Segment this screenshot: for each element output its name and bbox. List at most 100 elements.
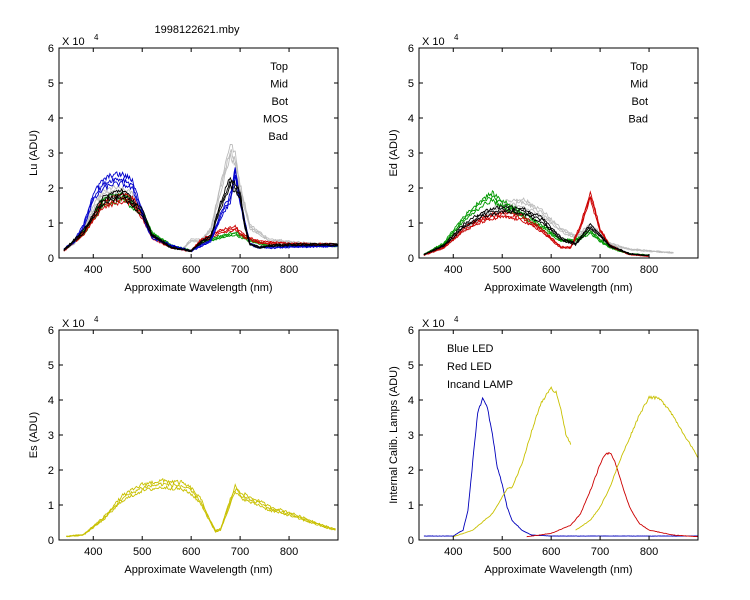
y-tick-label: 3 bbox=[408, 148, 414, 160]
x-tick-label: 800 bbox=[640, 264, 658, 276]
series-group bbox=[66, 477, 336, 538]
y-tick-label: 2 bbox=[48, 183, 54, 195]
y-tick-label: 0 bbox=[48, 253, 54, 265]
axis-multiplier: X 10 bbox=[422, 318, 445, 330]
x-axis-label: Approximate Wavelength (nm) bbox=[124, 564, 272, 576]
y-tick-label: 4 bbox=[408, 113, 414, 125]
y-tick-label: 5 bbox=[48, 360, 54, 372]
y-tick-label: 3 bbox=[48, 148, 54, 160]
legend-entry-blue-led: Blue LED bbox=[447, 343, 494, 355]
axis-multiplier: X 10 bbox=[62, 318, 85, 330]
series-group bbox=[423, 386, 698, 538]
axes-frame bbox=[58, 47, 339, 259]
y-tick-label: 2 bbox=[408, 465, 414, 477]
y-tick-label: 6 bbox=[408, 325, 414, 337]
series-line-top bbox=[63, 179, 338, 252]
legend-entry-bot: Bot bbox=[271, 96, 288, 108]
x-axis-label: Approximate Wavelength (nm) bbox=[484, 282, 632, 294]
y-tick-label: 1 bbox=[48, 500, 54, 512]
axis-multiplier: X 10 bbox=[422, 36, 445, 48]
y-tick-label: 1 bbox=[408, 218, 414, 230]
x-tick-label: 400 bbox=[444, 264, 462, 276]
y-tick-label: 1 bbox=[48, 218, 54, 230]
y-tick-label: 3 bbox=[408, 430, 414, 442]
x-tick-label: 400 bbox=[444, 546, 462, 558]
x-tick-label: 800 bbox=[280, 264, 298, 276]
x-tick-label: 700 bbox=[591, 264, 609, 276]
x-tick-label: 500 bbox=[133, 264, 151, 276]
y-tick-label: 1 bbox=[408, 500, 414, 512]
y-tick-label: 6 bbox=[48, 325, 54, 337]
y-axis-label: Lu (ADU) bbox=[28, 130, 40, 176]
series-line-es bbox=[66, 477, 336, 537]
legend-entry-mid: Mid bbox=[630, 79, 648, 91]
x-tick-label: 400 bbox=[84, 546, 102, 558]
chart-lu: 0 1 2 3 4 5 6 400 500 600 700 800 X 10 4 Approximate W… bbox=[28, 33, 339, 294]
series-line-top bbox=[423, 210, 650, 257]
y-tick-label: 5 bbox=[408, 360, 414, 372]
axis-multiplier-exponent: 4 bbox=[94, 315, 99, 324]
y-tick-label: 0 bbox=[408, 253, 414, 265]
axis-multiplier-exponent: 4 bbox=[454, 315, 459, 324]
series-line-blue-led bbox=[423, 396, 698, 537]
y-tick-label: 4 bbox=[48, 113, 54, 125]
y-tick-label: 4 bbox=[408, 395, 414, 407]
series-line-top bbox=[423, 207, 650, 257]
figure-title: 1998122621.mby bbox=[154, 24, 240, 36]
series-line-es bbox=[66, 481, 336, 537]
chart-es: 0 1 2 3 4 5 6 400 500 600 700 800 X 10 4 Approximate W… bbox=[28, 315, 339, 576]
x-axis-label: Approximate Wavelength (nm) bbox=[124, 282, 272, 294]
x-tick-label: 800 bbox=[640, 546, 658, 558]
y-tick-label: 6 bbox=[48, 43, 54, 55]
series-line-top bbox=[63, 176, 338, 251]
legend-entry-bot: Bot bbox=[631, 96, 648, 108]
y-axis-label: Internal Calib. Lamps (ADU) bbox=[388, 366, 400, 504]
y-tick-label: 6 bbox=[408, 43, 414, 55]
legend-entry-bad: Bad bbox=[628, 114, 648, 126]
legend-entry-top: Top bbox=[630, 61, 648, 73]
x-tick-label: 500 bbox=[133, 546, 151, 558]
series-group bbox=[63, 144, 338, 253]
axes-frame bbox=[58, 329, 339, 541]
y-axis-label: Ed (ADU) bbox=[388, 129, 400, 176]
y-tick-label: 3 bbox=[48, 430, 54, 442]
series-line-es bbox=[66, 485, 336, 538]
chart-ed: 0 1 2 3 4 5 6 400 500 600 700 800 X 10 4 Approximate W… bbox=[388, 33, 699, 294]
y-axis-label: Es (ADU) bbox=[28, 412, 40, 458]
series-group bbox=[423, 189, 674, 258]
legend-entry-mos: MOS bbox=[263, 114, 288, 126]
legend-entry-mid: Mid bbox=[270, 79, 288, 91]
x-tick-label: 500 bbox=[493, 546, 511, 558]
axis-multiplier: X 10 bbox=[62, 36, 85, 48]
x-tick-label: 700 bbox=[231, 264, 249, 276]
x-tick-label: 600 bbox=[182, 546, 200, 558]
series-line-mos bbox=[63, 169, 338, 252]
legend-entry-incand-lamp: Incand LAMP bbox=[447, 379, 513, 391]
x-tick-label: 400 bbox=[84, 264, 102, 276]
y-tick-label: 0 bbox=[408, 535, 414, 547]
series-line-incand-lamp bbox=[575, 395, 698, 531]
axis-multiplier-exponent: 4 bbox=[94, 33, 99, 42]
x-tick-label: 500 bbox=[493, 264, 511, 276]
x-tick-label: 700 bbox=[231, 546, 249, 558]
series-line-top bbox=[423, 204, 650, 256]
x-tick-label: 700 bbox=[591, 546, 609, 558]
series-line-incand-lamp bbox=[453, 386, 572, 538]
legend-entry-top: Top bbox=[270, 61, 288, 73]
y-tick-label: 0 bbox=[48, 535, 54, 547]
y-tick-label: 2 bbox=[408, 183, 414, 195]
x-tick-label: 800 bbox=[280, 546, 298, 558]
y-tick-label: 5 bbox=[48, 78, 54, 90]
y-tick-label: 4 bbox=[48, 395, 54, 407]
chart-cal: 0 1 2 3 4 5 6 400 500 600 700 800 X 10 4 Approximate W… bbox=[388, 315, 699, 576]
x-tick-label: 600 bbox=[542, 546, 560, 558]
axis-multiplier-exponent: 4 bbox=[454, 33, 459, 42]
series-line-mos bbox=[63, 167, 338, 252]
series-line-top bbox=[63, 183, 338, 253]
y-tick-label: 5 bbox=[408, 78, 414, 90]
legend-entry-bad: Bad bbox=[268, 131, 288, 143]
x-tick-label: 600 bbox=[182, 264, 200, 276]
x-axis-label: Approximate Wavelength (nm) bbox=[484, 564, 632, 576]
x-tick-label: 600 bbox=[542, 264, 560, 276]
